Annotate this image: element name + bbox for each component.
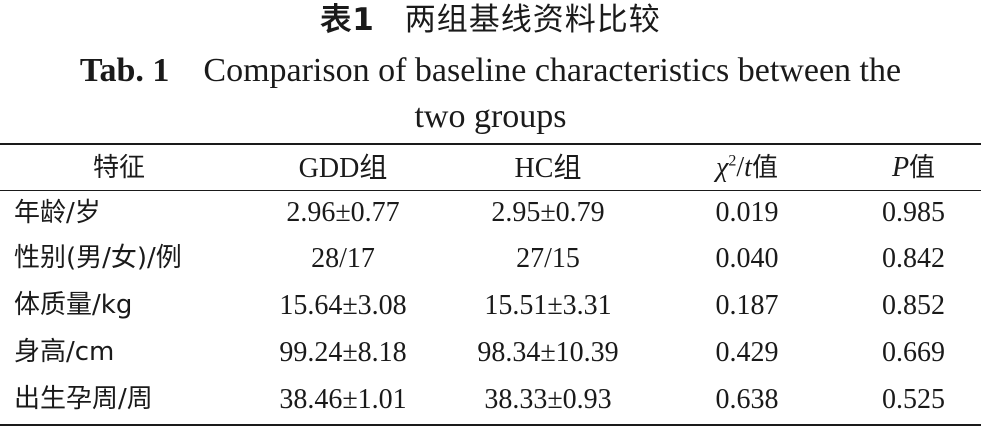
table-bottom-rule	[0, 424, 981, 426]
row-item-label: 身高/cm	[14, 337, 115, 367]
row-gdd-value: 2.96±0.77	[286, 197, 400, 228]
header-p-value: P值	[846, 145, 981, 191]
row-stat-value: 0.019	[715, 197, 779, 228]
caption-cn-label: 表1	[320, 2, 375, 38]
table-caption-chinese: 表1 两组基线资料比较	[0, 2, 981, 38]
row-p-value: 0.842	[882, 243, 945, 274]
table-header-rule	[0, 190, 981, 191]
row-gdd-value: 28/17	[311, 243, 375, 274]
row-stat-value: 0.040	[715, 243, 779, 274]
row-gdd-value: 38.46±1.01	[279, 384, 407, 415]
header-statistic: χ2/t值	[648, 145, 846, 191]
table-row: 体质量/kg 15.64±3.08 15.51±3.31 0.187 0.852	[0, 282, 981, 329]
row-gdd-value: 15.64±3.08	[279, 290, 407, 321]
table-header-row: 特征 GDD组 HC组 χ2/t值 P值	[0, 145, 981, 191]
caption-en-title-line-1: Comparison of baseline characteristics b…	[203, 52, 902, 89]
caption-cn-title: 两组基线资料比较	[404, 2, 661, 38]
table-caption-english: Tab. 1 Comparison of baseline characteris…	[0, 48, 981, 140]
header-stat-suffix: 值	[751, 153, 778, 183]
table-row: 年龄/岁 2.96±0.77 2.95±0.79 0.019 0.985	[0, 191, 981, 235]
header-p-suffix: 值	[909, 153, 936, 183]
header-p-symbol: P	[891, 152, 910, 183]
row-p-value: 0.525	[882, 384, 945, 415]
row-item-label: 出生孕周/周	[14, 384, 153, 414]
header-chi-symbol: χ	[716, 152, 729, 183]
header-gdd-group: GDD组	[298, 152, 388, 184]
row-hc-value: 27/15	[516, 243, 580, 274]
caption-en-label: Tab. 1	[79, 52, 170, 89]
row-stat-value: 0.187	[715, 290, 779, 321]
row-stat-value: 0.638	[715, 384, 779, 415]
header-hc-text: HC组	[514, 152, 582, 184]
row-item-label: 性别(男/女)/例	[14, 243, 182, 273]
row-hc-value: 98.34±10.39	[477, 337, 619, 368]
row-p-value: 0.985	[882, 197, 945, 228]
row-item-label: 年龄/岁	[14, 198, 101, 228]
table-row: 出生孕周/周 38.46±1.01 38.33±0.93 0.638 0.525	[0, 376, 981, 423]
header-t-symbol: t	[744, 152, 752, 183]
header-hc-group: HC组	[448, 145, 648, 191]
table-row: 性别(男/女)/例 28/17 27/15 0.040 0.842	[0, 235, 981, 282]
row-stat-value: 0.429	[715, 337, 779, 368]
table-row: 身高/cm 99.24±8.18 98.34±10.39 0.429 0.669	[0, 329, 981, 376]
row-hc-value: 38.33±0.93	[484, 384, 612, 415]
row-p-value: 0.669	[882, 337, 945, 368]
row-hc-value: 2.95±0.79	[491, 197, 605, 228]
row-item-label: 体质量/kg	[14, 290, 133, 320]
baseline-comparison-table: 特征 GDD组 HC组 χ2/t值 P值 年龄/岁 2.96±0.77 2.95…	[0, 145, 981, 423]
header-chi-superscript: 2	[728, 152, 737, 170]
row-gdd-value: 99.24±8.18	[279, 337, 407, 368]
row-p-value: 0.852	[882, 290, 945, 321]
caption-en-title-line-2: two groups	[414, 98, 567, 135]
caption-en-line-1: Tab. 1 Comparison of baseline characteris…	[0, 48, 981, 94]
header-stat-separator: /	[736, 152, 745, 183]
header-item: 特征	[92, 152, 145, 183]
table-top-rule	[0, 143, 981, 145]
row-hc-value: 15.51±3.31	[484, 290, 612, 321]
